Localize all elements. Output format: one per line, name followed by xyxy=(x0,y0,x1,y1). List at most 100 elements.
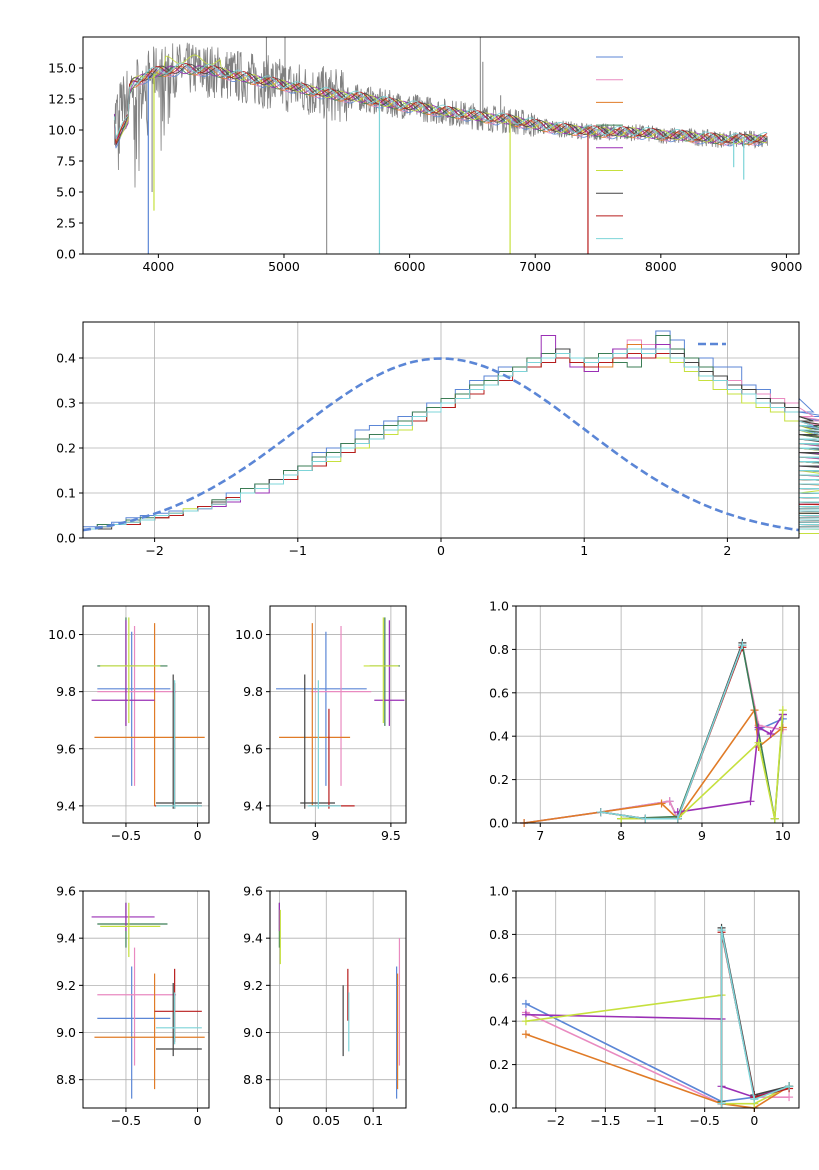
data-layer xyxy=(82,37,819,1112)
spectrum-model-line xyxy=(113,62,768,143)
x-tick-label: 0 xyxy=(750,1113,758,1128)
axes-frame xyxy=(515,890,800,1109)
series-line xyxy=(720,929,790,1102)
x-tick-label: 0 xyxy=(194,828,202,843)
x-tick-label: 1 xyxy=(580,543,588,558)
plus-marker xyxy=(665,797,674,806)
spectrum-model-line xyxy=(113,63,768,144)
y-tick-label: 7.5 xyxy=(56,154,76,169)
y-tick-label: 0.0 xyxy=(56,531,76,546)
y-tick-label: 9.6 xyxy=(243,884,263,899)
plus-marker xyxy=(785,1093,794,1102)
plus-marker xyxy=(778,723,787,732)
y-tick-label: 0.6 xyxy=(489,685,509,700)
y-tick-label: 10.0 xyxy=(235,627,263,642)
x-tick-label: 8000 xyxy=(645,259,677,274)
y-tick-label: 0.4 xyxy=(489,1014,509,1029)
plus-marker xyxy=(785,1082,794,1091)
y-tick-label: 0.1 xyxy=(56,486,76,501)
x-tick-label: 7000 xyxy=(519,259,551,274)
y-tick-label: 8.8 xyxy=(56,1072,76,1087)
series-line xyxy=(525,1003,790,1103)
x-tick-label: 5000 xyxy=(268,259,300,274)
plus-marker xyxy=(778,706,787,715)
plus-marker xyxy=(596,808,605,817)
y-tick-label: 2.5 xyxy=(56,216,76,231)
y-tick-label: 0.4 xyxy=(56,351,76,366)
plus-marker xyxy=(521,999,530,1008)
y-tick-label: 9.4 xyxy=(243,798,263,813)
x-tick-label: 10 xyxy=(775,828,791,843)
y-tick-label: 9.6 xyxy=(243,741,263,756)
x-tick-label: 2 xyxy=(723,543,731,558)
y-tick-label: 0.0 xyxy=(489,1101,509,1116)
series-line xyxy=(720,927,790,1104)
y-tick-label: 9.2 xyxy=(243,978,263,993)
histogram-step-line xyxy=(83,335,819,530)
y-tick-label: 0.4 xyxy=(489,729,509,744)
plus-marker xyxy=(521,1017,530,1026)
x-tick-label: 6000 xyxy=(394,259,426,274)
x-tick-label: 0 xyxy=(437,543,445,558)
y-tick-label: 0.8 xyxy=(489,927,509,942)
histogram-step-line xyxy=(83,348,819,530)
y-tick-label: 1.0 xyxy=(489,884,509,899)
y-tick-label: 9.4 xyxy=(56,931,76,946)
histogram-step-line xyxy=(83,339,819,530)
axes-frame xyxy=(82,890,210,1109)
x-tick-label: −2 xyxy=(547,1113,565,1128)
y-tick-label: 9.6 xyxy=(56,741,76,756)
y-tick-label: 0.0 xyxy=(489,816,509,831)
y-tick-label: 0.2 xyxy=(56,441,76,456)
x-tick-label: −0.5 xyxy=(689,1113,719,1128)
spectrum-model-line xyxy=(113,63,768,147)
plus-marker xyxy=(641,814,650,823)
x-tick-label: 9 xyxy=(698,828,706,843)
plus-marker xyxy=(770,814,779,823)
y-tick-label: 12.5 xyxy=(48,92,76,107)
axes-frame xyxy=(269,605,407,824)
plus-marker xyxy=(521,1030,530,1039)
x-tick-label: 0.1 xyxy=(363,1113,383,1128)
x-tick-label: 0 xyxy=(275,1113,283,1128)
plus-marker xyxy=(754,723,763,732)
spectrum-model-line xyxy=(113,65,768,145)
y-tick-label: 9.4 xyxy=(243,931,263,946)
y-tick-label: 0.0 xyxy=(56,247,76,262)
y-tick-label: 5.0 xyxy=(56,185,76,200)
y-tick-label: 10.0 xyxy=(48,627,76,642)
y-tick-label: 0.2 xyxy=(489,1057,509,1072)
plus-marker xyxy=(717,1099,726,1108)
x-tick-label: −0.5 xyxy=(111,1113,141,1128)
series-line xyxy=(523,642,784,824)
x-tick-label: 0 xyxy=(194,1113,202,1128)
y-tick-label: 9.8 xyxy=(243,684,263,699)
grid-layer xyxy=(83,322,799,1109)
y-tick-label: 0.6 xyxy=(489,970,509,985)
axes-frame xyxy=(515,605,800,824)
series-line xyxy=(523,642,783,824)
plus-marker xyxy=(673,814,682,823)
axes-frame xyxy=(269,890,407,1109)
plus-marker xyxy=(738,641,747,650)
x-tick-label: 9000 xyxy=(771,259,803,274)
x-tick-label: 0.05 xyxy=(312,1113,340,1128)
y-tick-label: 0.8 xyxy=(489,642,509,657)
plus-marker xyxy=(754,738,763,747)
y-tick-label: 10.0 xyxy=(48,123,76,138)
text-layer: 4000 5000 6000 7000 8000 90000.02.55.07.510.0… xyxy=(48,61,803,1129)
plus-marker xyxy=(750,1095,759,1104)
plus-marker xyxy=(717,926,726,935)
x-tick-label: 8 xyxy=(617,828,625,843)
y-tick-label: 9.4 xyxy=(56,798,76,813)
axes-frame xyxy=(82,605,210,824)
plus-marker xyxy=(617,814,626,823)
plus-marker xyxy=(766,730,775,739)
y-tick-label: 0.2 xyxy=(489,772,509,787)
x-tick-label: −0.5 xyxy=(111,828,141,843)
plus-marker xyxy=(657,799,666,808)
x-tick-label: −1 xyxy=(289,543,307,558)
y-tick-label: 9.0 xyxy=(56,1025,76,1040)
y-tick-label: 15.0 xyxy=(48,61,76,76)
